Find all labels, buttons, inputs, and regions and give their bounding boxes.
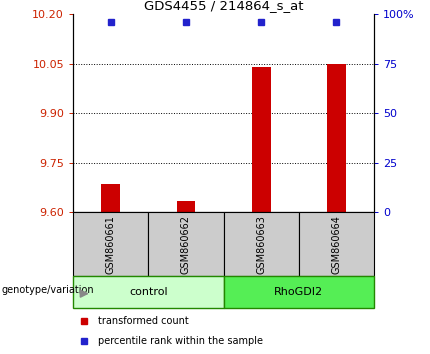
Text: RhoGDI2: RhoGDI2	[274, 287, 323, 297]
Bar	[148, 212, 224, 276]
Bar	[252, 67, 270, 212]
Text: control: control	[129, 287, 168, 297]
Text: GSM860664: GSM860664	[332, 215, 341, 274]
Bar	[299, 212, 374, 276]
Text: genotype/variation: genotype/variation	[2, 285, 95, 296]
Text: transformed count: transformed count	[98, 316, 189, 326]
Bar	[73, 212, 148, 276]
Bar	[327, 64, 346, 212]
Bar	[101, 184, 120, 212]
Text: GSM860661: GSM860661	[106, 215, 116, 274]
Text: GSM860663: GSM860663	[256, 215, 266, 274]
Bar	[224, 212, 299, 276]
Bar	[73, 276, 224, 308]
Text: GSM860662: GSM860662	[181, 215, 191, 274]
Bar	[177, 201, 195, 212]
Text: percentile rank within the sample: percentile rank within the sample	[98, 336, 263, 346]
Title: GDS4455 / 214864_s_at: GDS4455 / 214864_s_at	[144, 0, 303, 12]
Bar	[224, 276, 374, 308]
